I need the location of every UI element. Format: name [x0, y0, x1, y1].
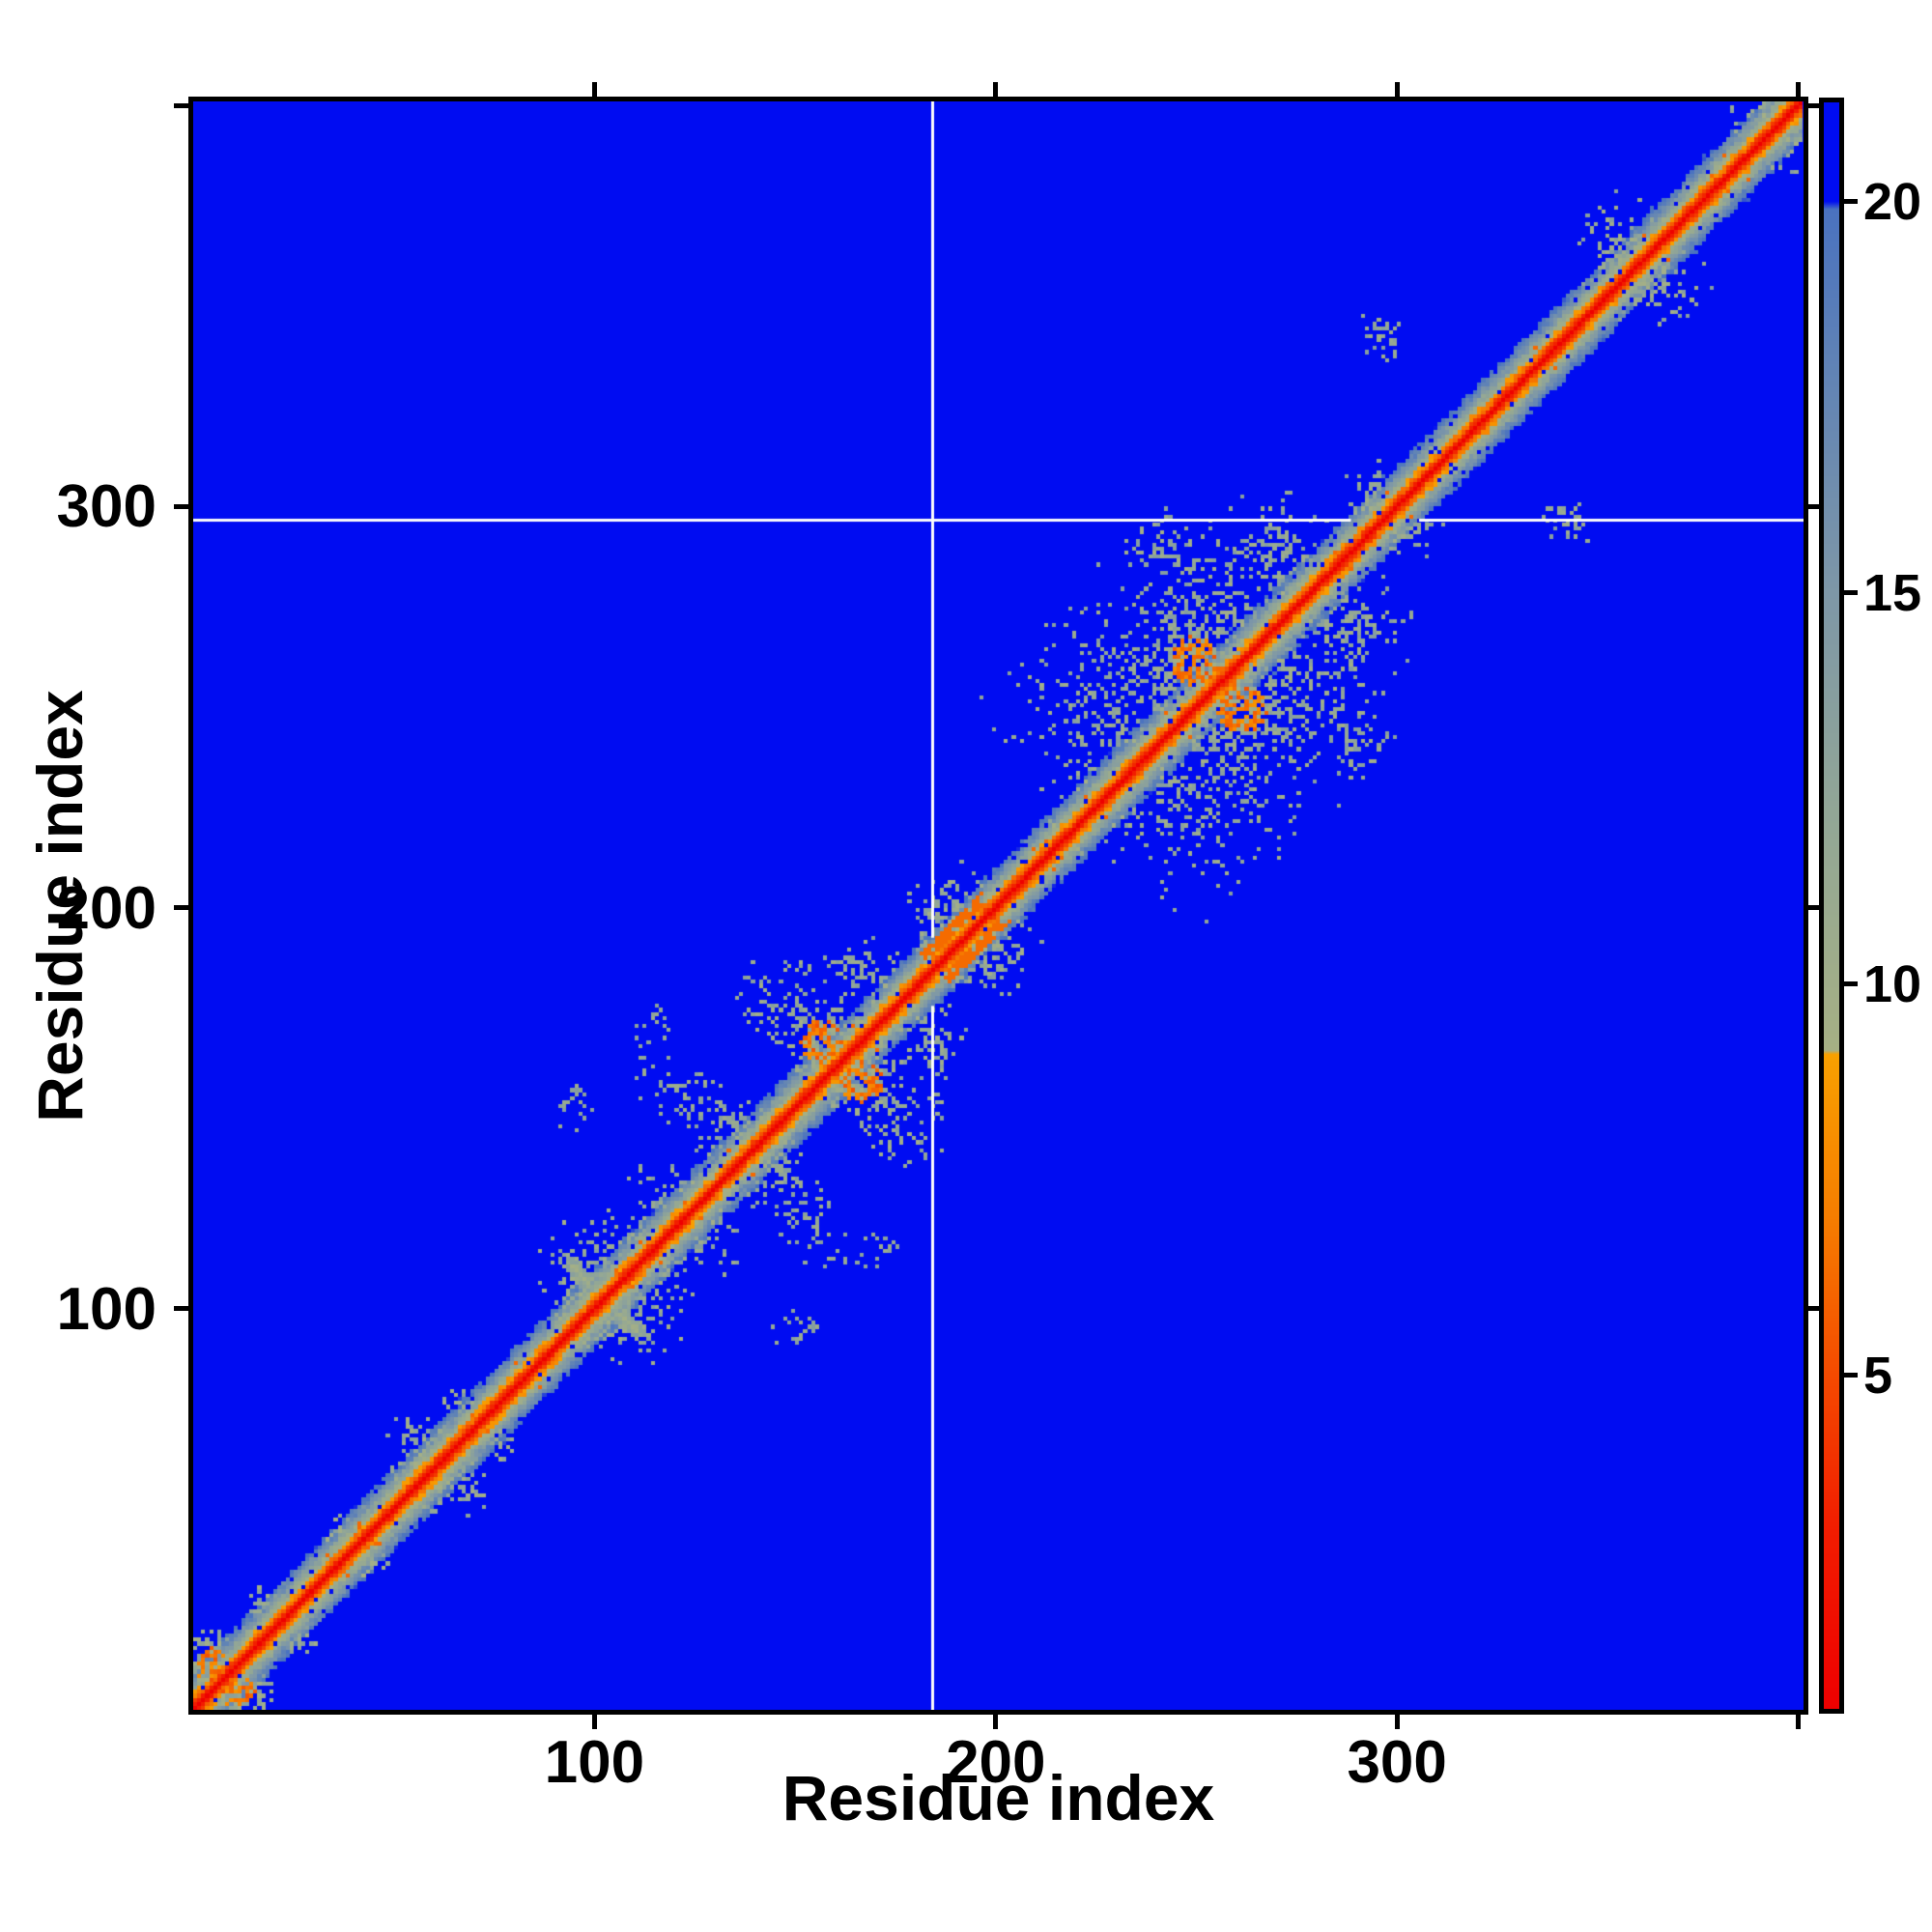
y-axis-label: Residue index — [24, 689, 96, 1122]
y-tick-left — [174, 1306, 190, 1312]
colorbar-gradient — [1824, 102, 1839, 1709]
x-tick-label: 100 — [544, 1729, 645, 1796]
heatmap-canvas — [193, 101, 1804, 1710]
x-tick-top — [1394, 82, 1400, 99]
x-tick-bottom — [591, 1713, 597, 1729]
colorbar-tick-label: 20 — [1863, 173, 1922, 232]
y-tick-right — [1806, 503, 1819, 509]
colorbar-tick — [1844, 198, 1858, 204]
colorbar-tick-label: 5 — [1863, 1347, 1893, 1406]
colorbar-tick-label: 15 — [1863, 564, 1922, 623]
y-tick-right — [1806, 905, 1819, 911]
x-tick-label: 300 — [1347, 1729, 1447, 1796]
y-tick-right — [1806, 1306, 1819, 1312]
x-tick-top — [591, 82, 597, 99]
y-tick-label: 100 — [56, 1275, 156, 1343]
colorbar-tick-label: 10 — [1863, 955, 1922, 1014]
x-tick-top — [1796, 82, 1802, 99]
y-tick-label: 200 — [56, 874, 156, 942]
y-tick-left — [174, 102, 190, 108]
x-axis-label: Residue index — [781, 1762, 1215, 1833]
y-tick-right — [1806, 102, 1819, 108]
x-tick-bottom — [1394, 1713, 1400, 1729]
y-tick-left — [174, 503, 190, 509]
colorbar-tick — [1844, 589, 1858, 595]
colorbar-tick — [1844, 980, 1858, 986]
x-tick-label: 200 — [946, 1729, 1046, 1796]
x-tick-bottom — [1796, 1713, 1802, 1729]
y-tick-left — [174, 905, 190, 911]
colorbar-tick — [1844, 1372, 1858, 1378]
y-tick-label: 300 — [56, 473, 156, 541]
x-tick-top — [993, 82, 999, 99]
x-tick-bottom — [993, 1713, 999, 1729]
